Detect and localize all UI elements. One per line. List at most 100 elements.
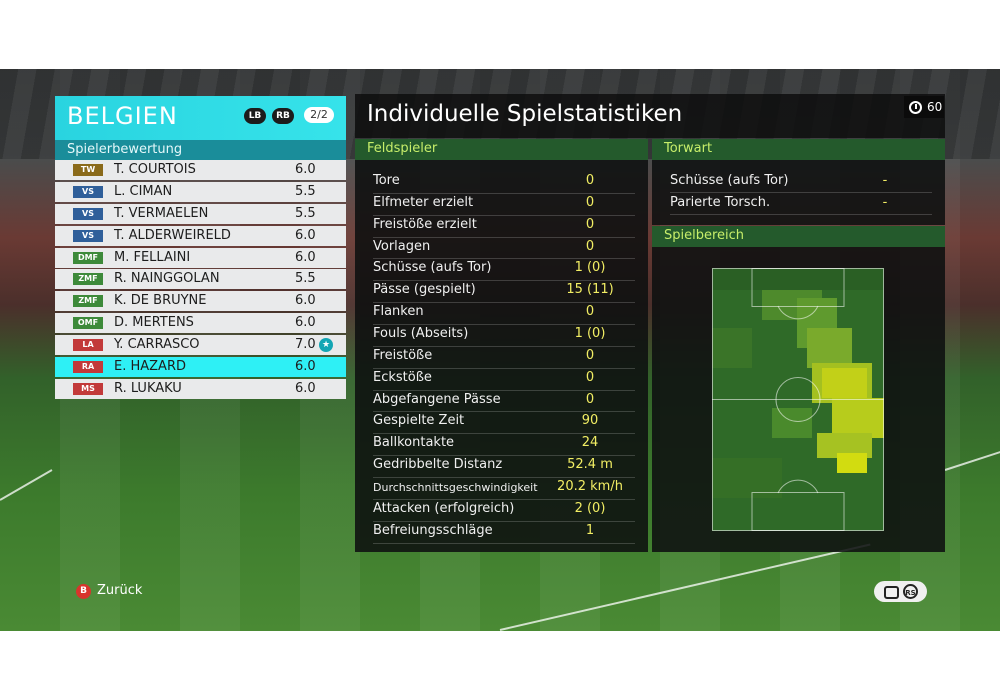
- player-name: E. HAZARD: [114, 359, 186, 375]
- stat-row: Schüsse (aufs Tor) 1 (0): [373, 258, 635, 282]
- stat-label: Gedribbelte Distanz: [373, 457, 503, 473]
- stat-label: Freistöße erzielt: [373, 216, 477, 232]
- stat-value: 52.4 m: [567, 457, 613, 473]
- team-header: BELGIEN LB RB: [55, 96, 346, 140]
- stat-value: 0: [585, 369, 595, 385]
- stat-value: 90: [581, 413, 599, 429]
- player-row[interactable]: LA Y. CARRASCO 7.0 ★: [55, 335, 346, 356]
- pitch-line: [499, 543, 871, 631]
- player-row[interactable]: MS R. LUKAKU 6.0: [55, 378, 346, 399]
- timer-value: 60: [927, 100, 943, 114]
- page-indicator: 2/2: [304, 107, 334, 123]
- stat-row: Gespielte Zeit 90: [373, 411, 635, 435]
- player-rating: 5.5: [295, 205, 316, 221]
- stats-title-bar: Individuelle Spielstatistiken: [355, 94, 945, 138]
- stat-row: Pässe (gespielt) 15 (11): [373, 280, 635, 304]
- stat-row: Tore 0: [373, 171, 635, 194]
- gk-stat-value: -: [882, 173, 888, 188]
- player-name: L. CIMAN: [114, 183, 173, 199]
- player-rating: 5.5: [295, 183, 316, 199]
- player-name: K. DE BRUYNE: [114, 293, 207, 309]
- back-label[interactable]: Zurück: [97, 583, 143, 598]
- play-area-panel: Spielbereich: [652, 226, 945, 552]
- stat-value: 0: [585, 391, 595, 407]
- pitch-line: [944, 450, 1000, 471]
- player-row[interactable]: VS T. VERMAELEN 5.5: [55, 203, 346, 224]
- field-player-header-label: Feldspieler: [367, 141, 438, 156]
- stat-label: Befreiungsschläge: [373, 522, 493, 538]
- player-rating: 6.0: [295, 293, 316, 309]
- player-rating: 6.0: [295, 227, 316, 243]
- goalkeeper-header: Torwart: [652, 139, 945, 160]
- chat-rs-buttons[interactable]: RS: [874, 581, 927, 602]
- stats-title: Individuelle Spielstatistiken: [367, 101, 683, 127]
- play-area-header: Spielbereich: [652, 226, 945, 247]
- stat-value: 0: [585, 304, 595, 320]
- stat-row: Elfmeter erzielt 0: [373, 193, 635, 216]
- rb-button[interactable]: RB: [272, 108, 294, 124]
- goalkeeper-stats: Torwart Schüsse (aufs Tor) - Parierte Tors…: [652, 139, 945, 225]
- stat-value: 20.2 km/h: [557, 479, 623, 495]
- position-badge: LA: [73, 339, 103, 352]
- stat-label: Flanken: [373, 304, 424, 320]
- stat-value: 0: [585, 238, 595, 254]
- stat-row: Befreiungsschläge 1: [373, 521, 635, 544]
- stat-row: Ballkontakte 24: [373, 433, 635, 457]
- player-row[interactable]: TW T. COURTOIS 6.0: [55, 160, 346, 180]
- player-row[interactable]: ZMF K. DE BRUYNE 6.0: [55, 291, 346, 312]
- heatmap-pitch: [712, 268, 884, 531]
- player-row[interactable]: VS L. CIMAN 5.5: [55, 181, 346, 202]
- rs-button-icon[interactable]: RS: [903, 584, 918, 599]
- stat-value: 1 (0): [574, 326, 606, 342]
- player-name: Y. CARRASCO: [114, 337, 200, 353]
- position-badge: VS: [73, 229, 103, 242]
- stat-value: 15 (11): [566, 282, 614, 298]
- gk-stat-value: -: [882, 195, 888, 210]
- position-badge: VS: [73, 207, 103, 220]
- position-badge: TW: [73, 164, 103, 176]
- stat-label: Freistöße: [373, 347, 433, 363]
- stat-row: Flanken 0: [373, 302, 635, 325]
- stat-label: Ballkontakte: [373, 435, 455, 451]
- stat-value: 0: [585, 173, 595, 188]
- stat-row: Freistöße erzielt 0: [373, 215, 635, 238]
- clock-icon: [909, 101, 922, 114]
- stat-row: Vorlagen 0: [373, 237, 635, 260]
- stat-label: Fouls (Abseits): [373, 326, 469, 342]
- stat-row: Abgefangene Pässe 0: [373, 390, 635, 413]
- stat-row: Freistöße 0: [373, 346, 635, 369]
- goalkeeper-header-label: Torwart: [664, 141, 713, 156]
- stat-row: Durchschnittsgeschwindigkeit 20.2 km/h: [373, 477, 635, 500]
- rating-header: Spielerbewertung: [55, 140, 346, 160]
- player-name: R. LUKAKU: [114, 380, 182, 396]
- player-row[interactable]: VS T. ALDERWEIRELD 6.0: [55, 225, 346, 246]
- player-row[interactable]: ZMF R. NAINGGOLAN 5.5: [55, 269, 346, 290]
- gk-stat-row: Schüsse (aufs Tor) -: [670, 171, 932, 193]
- player-name: T. COURTOIS: [114, 162, 196, 177]
- play-area-header-label: Spielbereich: [664, 228, 745, 243]
- player-rating: 6.0: [295, 380, 316, 396]
- player-row[interactable]: RA E. HAZARD 6.0: [55, 357, 346, 378]
- player-rating: 6.0: [295, 315, 316, 331]
- stat-label: Eckstöße: [373, 369, 432, 385]
- gk-stat-label: Schüsse (aufs Tor): [670, 173, 789, 188]
- player-name: D. MERTENS: [114, 315, 194, 331]
- stat-label: Schüsse (aufs Tor): [373, 260, 492, 276]
- team-name: BELGIEN: [67, 102, 178, 130]
- stat-label: Attacken (erfolgreich): [373, 500, 515, 516]
- player-row[interactable]: DMF M. FELLAINI 6.0: [55, 247, 346, 268]
- gk-stat-row: Parierte Torsch. -: [670, 193, 932, 215]
- player-row[interactable]: OMF D. MERTENS 6.0: [55, 313, 346, 334]
- stat-row: Eckstöße 0: [373, 368, 635, 391]
- stat-label: Gespielte Zeit: [373, 413, 465, 429]
- stat-label: Tore: [373, 173, 400, 188]
- player-rating: 6.0: [295, 359, 316, 375]
- b-button-icon[interactable]: B: [76, 584, 91, 599]
- player-name: T. VERMAELEN: [114, 205, 209, 221]
- position-badge: RA: [73, 361, 103, 374]
- stat-label: Vorlagen: [373, 238, 431, 254]
- chat-icon[interactable]: [884, 586, 899, 599]
- position-badge: ZMF: [73, 295, 103, 308]
- lb-button[interactable]: LB: [244, 108, 266, 124]
- stat-row: Attacken (erfolgreich) 2 (0): [373, 499, 635, 522]
